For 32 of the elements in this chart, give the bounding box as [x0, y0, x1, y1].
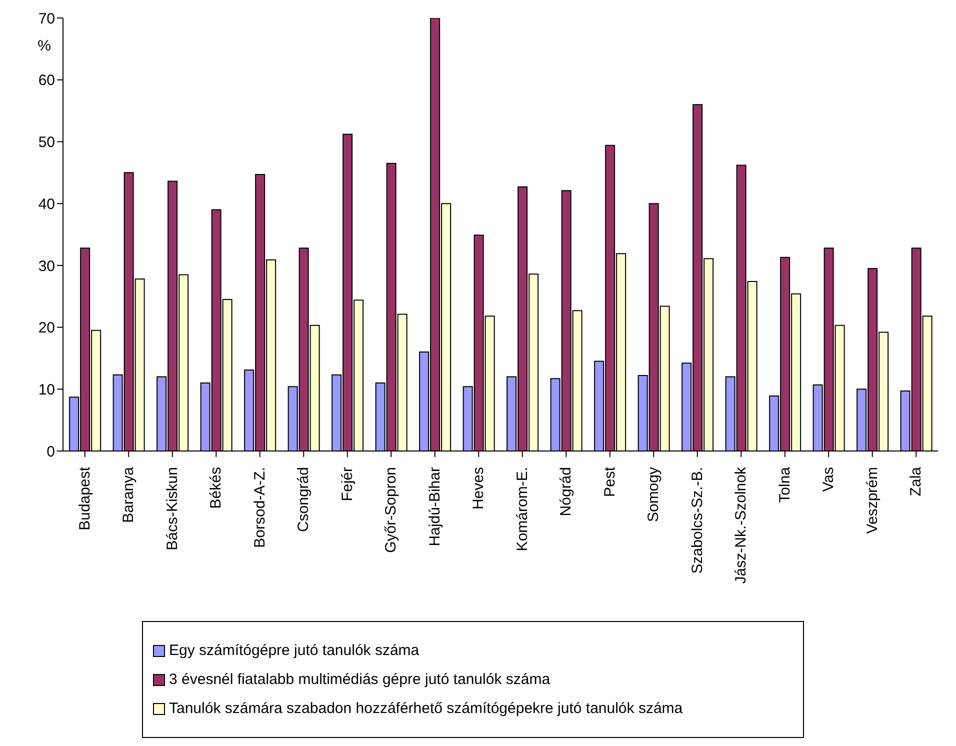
- x-tick-label: Tolna: [776, 466, 794, 503]
- y-tick-label: 60: [38, 72, 55, 90]
- y-tick-label: 0: [46, 443, 55, 460]
- y-tick-label: 20: [38, 320, 55, 337]
- x-tick-label: Komárom-E.: [514, 467, 531, 552]
- y-tick-label: 30: [38, 258, 55, 275]
- y-tick-label: 40: [38, 196, 55, 213]
- x-tick-label: Zala: [908, 466, 925, 496]
- legend-label: Tanulók számára szabadon hozzáférhető számítógépekre jutó tanulók száma: [169, 700, 683, 717]
- x-tick-label: Csongrád: [295, 467, 312, 532]
- x-tick-label: Somogy: [645, 466, 662, 522]
- x-tick-label: Heves: [470, 467, 488, 510]
- legend-label: Egy számítógépre jutó tanulók száma: [169, 642, 420, 659]
- x-tick-label: Szabolcs-Sz.-B.: [688, 467, 706, 574]
- x-tick-label: Veszprém: [864, 467, 881, 534]
- legend-label: 3 évesnél fiatalabb multimédiás gépre jutó tanulók száma: [169, 671, 550, 688]
- x-tick-label: Pest: [601, 466, 618, 498]
- x-tick-label: Győr-Sopron: [382, 467, 400, 553]
- y-tick-label: 10: [38, 381, 55, 398]
- x-tick-label: Vas: [820, 467, 838, 492]
- x-tick-label: Hajdú-Bihar: [426, 467, 444, 546]
- x-tick-label: Békés: [208, 467, 225, 509]
- x-tick-label: Budapest: [76, 466, 94, 530]
- x-tick-label: Borsod-A-Z.: [251, 467, 268, 548]
- y-axis-title: %: [38, 38, 51, 55]
- y-tick-label: 70: [38, 10, 55, 28]
- y-tick-label: 50: [38, 134, 55, 152]
- x-tick-label: Jász-Nk.-Szolnok: [732, 466, 750, 584]
- x-tick-label: Fejér: [338, 467, 356, 502]
- x-tick-label: Nógrád: [558, 467, 575, 516]
- x-tick-label: Bács-Kiskun: [164, 467, 181, 550]
- x-tick-label: Baranya: [120, 466, 138, 523]
